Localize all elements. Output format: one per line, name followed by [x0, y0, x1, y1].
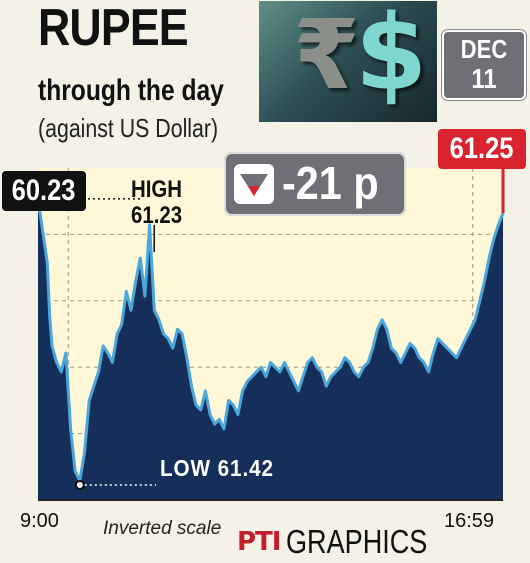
change-badge: -21 p	[224, 152, 406, 216]
low-label: LOW	[160, 455, 211, 481]
down-arrow-icon	[234, 164, 274, 204]
rupee-dollar-photo: ₹ $	[259, 1, 437, 122]
date-day: 11	[471, 63, 497, 94]
rupee-symbol-icon: ₹	[293, 1, 360, 111]
x-tick-label-end: 16:59	[444, 510, 495, 532]
chart-subtitle: through the day	[38, 74, 224, 107]
chart-note: (against US Dollar)	[38, 113, 219, 143]
low-marker	[74, 480, 85, 491]
brand-graphics: GRAPHICS	[286, 523, 428, 560]
open-value: 60.23	[12, 174, 76, 207]
pti-logo: PTI	[237, 527, 281, 557]
high-label: HIGH	[131, 176, 182, 203]
series-line	[36, 198, 505, 483]
low-annotation: LOW 61.42	[160, 455, 274, 482]
date-month: DEC	[460, 34, 508, 64]
close-value-badge: 61.25	[438, 129, 526, 169]
close-value: 61.25	[450, 132, 514, 165]
x-tick-label-start: 9:00	[20, 510, 59, 532]
dollar-symbol-icon: $	[355, 1, 428, 114]
high-annotation: HIGH 61.23	[131, 177, 182, 229]
change-value: -21 p	[282, 157, 379, 209]
brand-logo: PTI GRAPHICS	[237, 523, 459, 561]
date-badge: DEC 11	[442, 30, 526, 100]
high-value: 61.23	[131, 202, 183, 229]
area-fill	[38, 198, 503, 501]
chart-title: RUPEE	[38, 0, 189, 57]
open-value-badge: 60.23	[2, 171, 86, 211]
scale-note: Inverted scale	[103, 518, 222, 539]
low-value: 61.42	[217, 455, 274, 481]
